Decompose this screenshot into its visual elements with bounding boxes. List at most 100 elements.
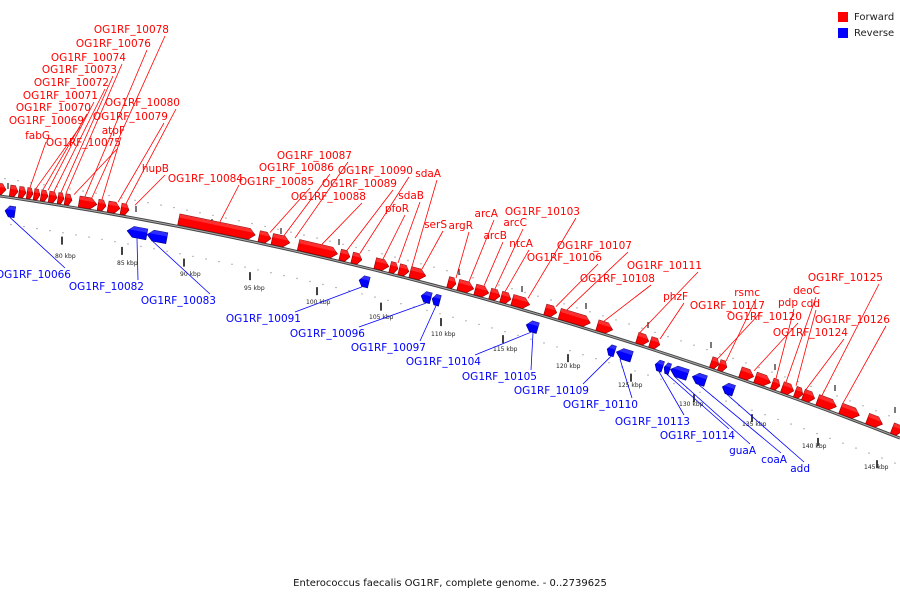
gene-arrow-fwd-27 <box>499 290 513 304</box>
gene-label: OG1RF_10114 <box>660 430 735 442</box>
gene-features <box>0 182 900 436</box>
gene-arrow-fwd-21 <box>397 263 411 277</box>
gene-label: fabG <box>25 130 50 142</box>
gene-arrow-fwd-23 <box>446 276 458 289</box>
gene-arrow-fwd-38 <box>769 377 782 391</box>
gene-arrow-fwd-10 <box>96 198 107 212</box>
gene-arrow-fwd-12 <box>119 202 130 216</box>
gene-label: OG1RF_10071 <box>23 90 98 102</box>
gene-arrow-rev-11 <box>670 364 690 381</box>
map-caption: Enterococcus faecalis OG1RF, complete ge… <box>293 578 607 589</box>
gene-arrow-fwd-1 <box>8 184 19 197</box>
tick-label: 80 kbp <box>55 253 76 260</box>
gene-arrow-fwd-19 <box>373 257 391 271</box>
gene-label: OG1RF_10082 <box>69 281 144 293</box>
gene-arrow-fwd-45 <box>889 422 900 436</box>
gene-arrow-fwd-40 <box>792 386 805 399</box>
gene-label: argR <box>448 220 473 232</box>
gene-label: deoC <box>793 285 820 297</box>
gene-label: OG1RF_10086 <box>259 162 334 174</box>
tick-label: 130 kbp <box>679 401 704 408</box>
gene-label: OG1RF_10125 <box>808 272 883 284</box>
gene-label: cdd <box>801 298 820 310</box>
gene-label: OG1RF_10090 <box>338 165 413 177</box>
gene-label: OG1RF_10110 <box>563 399 638 411</box>
gene-arrow-fwd-11 <box>106 200 121 214</box>
legend: Forward Reverse <box>838 9 894 41</box>
gene-arrow-fwd-30 <box>557 308 592 327</box>
gene-arrow-fwd-7 <box>56 192 65 205</box>
gene-arrow-fwd-17 <box>338 248 352 262</box>
gene-arrow-rev-4 <box>420 290 433 305</box>
gene-arrow-fwd-16 <box>296 239 339 259</box>
gene-label: arcB <box>484 230 508 242</box>
legend-reverse: Reverse <box>838 25 894 41</box>
gene-label: pfoR <box>385 203 409 215</box>
gene-label: OG1RF_10126 <box>815 314 890 326</box>
gene-arrow-fwd-13 <box>177 213 257 240</box>
gene-arrow-fwd-15 <box>270 233 291 248</box>
gene-arrow-rev-0 <box>4 205 17 219</box>
gene-label: sdaB <box>398 190 424 202</box>
gene-label: OG1RF_10075 <box>46 137 121 149</box>
gene-label: OG1RF_10076 <box>76 38 151 50</box>
gene-label: phzF <box>663 291 688 303</box>
gene-arrow-fwd-3 <box>25 187 34 200</box>
gene-label: OG1RF_10087 <box>277 150 352 162</box>
gene-label: OG1RF_10108 <box>580 273 655 285</box>
gene-label: OG1RF_10103 <box>505 206 580 218</box>
gene-label: OG1RF_10096 <box>290 328 365 340</box>
tick-label: 105 kbp <box>369 314 394 321</box>
gene-label: OG1RF_10070 <box>16 102 91 114</box>
gene-arrow-rev-12 <box>691 371 708 387</box>
gene-arrow-fwd-25 <box>473 283 491 298</box>
tick-label: 95 kbp <box>244 285 265 292</box>
gene-label: OG1RF_10109 <box>514 385 589 397</box>
gene-label: OG1RF_10085 <box>239 176 314 188</box>
gene-label: OG1RF_10088 <box>291 191 366 203</box>
gene-arrow-rev-13 <box>721 381 736 397</box>
gene-label: sdaA <box>415 168 442 180</box>
legend-forward: Forward <box>838 9 894 25</box>
gene-label: serS <box>424 219 447 231</box>
gene-label: coaA <box>761 454 788 466</box>
gene-label: OG1RF_10107 <box>557 240 632 252</box>
gene-arrow-fwd-44 <box>865 413 885 428</box>
gene-arrow-rev-1 <box>126 225 149 241</box>
gene-arrow-fwd-37 <box>753 371 773 387</box>
tick-label: 90 kbp <box>180 271 201 278</box>
tick-label: 145 kbp <box>864 464 889 471</box>
gene-arrow-fwd-35 <box>717 359 729 372</box>
gene-arrow-rev-2 <box>146 229 169 245</box>
gene-label: OG1RF_10078 <box>94 24 169 36</box>
gene-arrow-fwd-4 <box>32 188 41 201</box>
gene-arrow-rev-9 <box>654 359 665 373</box>
gene-arrow-rev-10 <box>663 362 672 375</box>
gene-label: OG1RF_10072 <box>34 77 109 89</box>
gene-label: arcC <box>503 217 527 229</box>
gene-label: OG1RF_10117 <box>690 300 765 312</box>
gene-label: OG1RF_10106 <box>527 252 602 264</box>
gene-arrow-fwd-9 <box>77 195 98 210</box>
gene-arrow-fwd-26 <box>488 287 502 301</box>
gene-arrow-fwd-0 <box>0 182 7 196</box>
gene-arrow-fwd-2 <box>17 186 27 199</box>
gene-label: add <box>790 463 810 475</box>
gene-arrow-rev-5 <box>431 293 442 307</box>
label-connectors <box>9 35 887 463</box>
gene-arrow-fwd-24 <box>456 279 476 293</box>
gene-label: OG1RF_10124 <box>773 327 848 339</box>
gene-label: OG1RF_10120 <box>727 311 802 323</box>
gene-arrow-fwd-20 <box>388 261 400 274</box>
gene-arrow-fwd-42 <box>815 394 839 411</box>
gene-arrow-fwd-6 <box>47 190 58 204</box>
gene-label: OG1RF_10084 <box>168 173 243 185</box>
gene-label: OG1RF_10111 <box>627 260 702 272</box>
gene-labels: fabGOG1RF_10069OG1RF_10070OG1RF_10071OG1… <box>0 24 890 475</box>
gene-label: OG1RF_10097 <box>351 342 426 354</box>
tick-label: 125 kbp <box>618 382 643 389</box>
gene-label: OG1RF_10113 <box>615 416 690 428</box>
gene-label: atpF <box>102 125 125 137</box>
